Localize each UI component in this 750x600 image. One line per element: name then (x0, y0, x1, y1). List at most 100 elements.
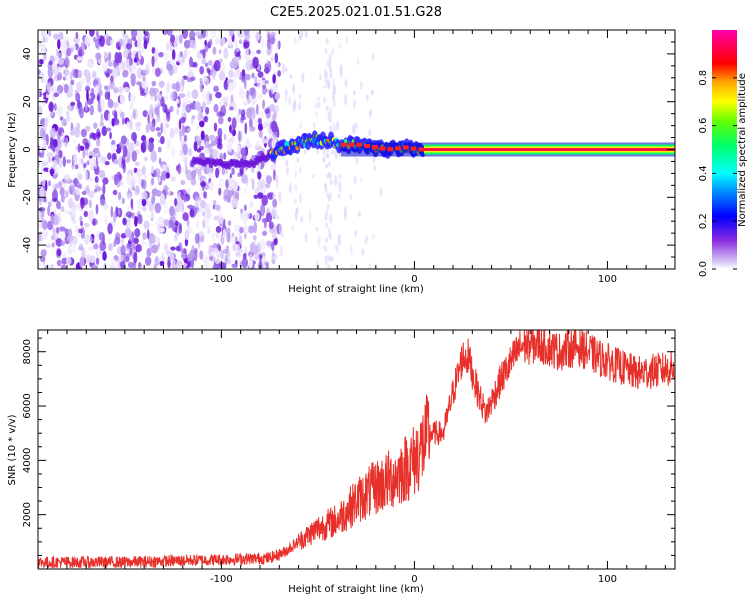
noise-blob (269, 103, 276, 112)
noise-blob (167, 30, 173, 36)
noise-blob (56, 200, 61, 210)
noise-blob (356, 58, 360, 66)
noise-blob (127, 221, 132, 229)
noise-blob (133, 252, 138, 264)
noise-blob (352, 90, 356, 96)
noise-blob (38, 232, 42, 242)
noise-blob (115, 65, 120, 73)
noise-blob (210, 30, 216, 39)
noise-blob (228, 69, 234, 78)
noise-blob (280, 245, 284, 258)
noise-blob (43, 196, 47, 203)
noise-blob (96, 94, 100, 102)
noise-blob (132, 61, 137, 73)
noise-blob (251, 72, 255, 79)
noise-blob (183, 195, 187, 203)
noise-blob (233, 39, 238, 48)
noise-blob (60, 195, 65, 203)
noise-blob (171, 222, 176, 232)
colorbar: 0.0 0.2 0.4 0.6 0.8 Normalized spectral ampl… (698, 30, 748, 277)
noise-blob (160, 135, 165, 145)
noise-blob (355, 157, 359, 165)
noise-blob (265, 212, 273, 223)
signal-core (379, 146, 386, 151)
noise-blob (49, 168, 55, 175)
noise-blob (56, 249, 62, 257)
noise-blob (327, 161, 331, 168)
noise-blob (368, 129, 372, 137)
noise-blob (227, 36, 232, 47)
noise-blob (56, 226, 60, 234)
noise-blob (196, 199, 200, 206)
noise-blob (164, 94, 169, 101)
noise-blob (126, 242, 132, 249)
noise-blob (76, 56, 83, 61)
noise-blob (221, 37, 226, 46)
noise-blob (113, 84, 119, 96)
noise-blob (97, 151, 101, 158)
noise-blob (121, 197, 125, 205)
noise-blob (114, 110, 118, 122)
noise-blob (173, 233, 178, 242)
noise-blob (254, 187, 260, 194)
noise-blob (293, 37, 297, 45)
noise-blob (38, 69, 42, 75)
noise-blob (101, 125, 108, 137)
noise-blob (181, 107, 187, 119)
noise-blob (159, 194, 166, 206)
noise-blob (249, 253, 253, 262)
spectrogram-xlabel: Height of straight line (km) (288, 284, 424, 295)
noise-blob (183, 134, 188, 142)
noise-blob (169, 44, 174, 52)
noise-blob (353, 126, 357, 135)
noise-blob (325, 71, 329, 78)
noise-blob (102, 65, 108, 72)
noise-blob (151, 47, 156, 54)
carrier-core (424, 147, 675, 152)
noise-blob (134, 40, 138, 48)
noise-blob (226, 79, 230, 84)
noise-blob (88, 246, 95, 251)
noise-blob (48, 60, 53, 66)
noise-blob (141, 43, 145, 53)
noise-blob (85, 125, 91, 132)
noise-blob (248, 117, 253, 129)
noise-blob (43, 139, 47, 150)
noise-blob (129, 102, 135, 110)
noise-blob (75, 31, 79, 39)
noise-blob (151, 165, 154, 174)
noise-blob (332, 122, 336, 135)
noise-blob (76, 99, 81, 109)
noise-blob (293, 99, 297, 110)
noise-blob (121, 236, 124, 246)
noise-blob (193, 140, 198, 152)
noise-blob (170, 34, 176, 43)
noise-blob (274, 92, 281, 100)
noise-blob (107, 222, 113, 235)
noise-blob (353, 175, 357, 185)
noise-blob (303, 149, 307, 155)
noise-blob (154, 67, 161, 78)
noise-blob (105, 39, 109, 45)
noise-blob (262, 139, 269, 144)
snr-series-line (38, 330, 675, 569)
noise-blob (99, 83, 102, 93)
noise-blob (62, 36, 70, 45)
noise-blob (251, 178, 255, 191)
noise-blob (246, 107, 253, 119)
noise-blob (165, 137, 172, 150)
noise-blob (249, 242, 256, 254)
noise-blob (202, 101, 206, 109)
noise-blob (212, 247, 218, 253)
noise-blob (202, 48, 206, 59)
noise-blob (187, 66, 194, 71)
noise-blob (220, 249, 224, 260)
noise-blob (94, 84, 98, 94)
noise-blob (331, 47, 335, 56)
noise-blob (189, 56, 194, 68)
noise-blob (99, 198, 106, 207)
noise-blob (210, 251, 216, 257)
spectrogram-ylabel: Frequency (Hz) (7, 112, 18, 188)
noise-blob (237, 144, 241, 153)
noise-blob (210, 69, 217, 77)
